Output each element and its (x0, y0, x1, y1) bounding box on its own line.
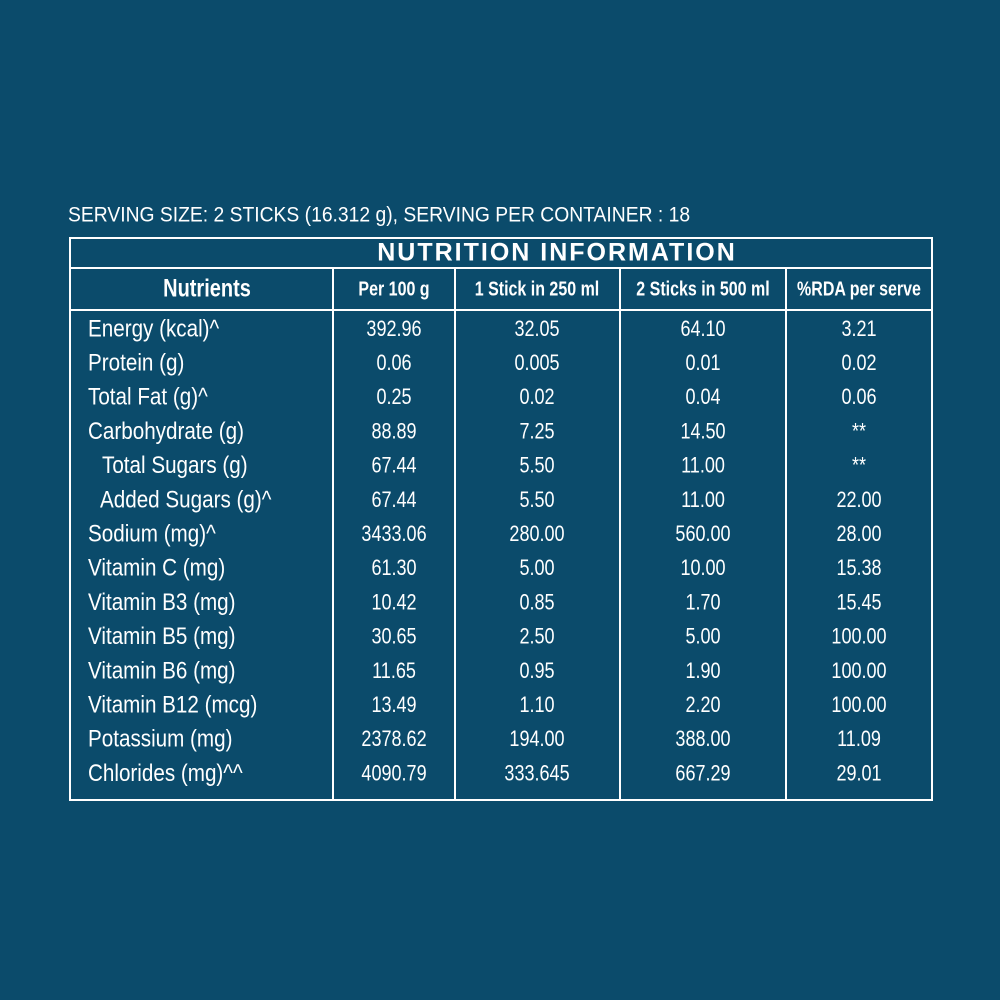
nutrient-value: 67.44 (371, 488, 416, 512)
nutrient-value: 30.65 (371, 625, 416, 649)
nutrient-value: 15.38 (836, 557, 881, 581)
nutrient-name: Added Sugars (g)^ (100, 486, 272, 513)
nutrient-value: 13.49 (371, 693, 416, 717)
nutrient-name: Vitamin B3 (mg) (88, 588, 236, 615)
table-border (69, 237, 933, 801)
nutrient-value: 0.95 (519, 659, 554, 683)
column-header: 2 Sticks in 500 ml (636, 278, 769, 300)
nutrient-value: 11.09 (837, 728, 881, 752)
nutrient-value: 3.21 (841, 317, 876, 341)
nutrient-name: Sodium (mg)^ (88, 520, 216, 547)
column-header: Per 100 g (358, 278, 429, 300)
nutrient-name: Protein (g) (88, 349, 184, 376)
nutrient-name: Energy (kcal)^ (88, 315, 220, 342)
nutrient-value: 388.00 (675, 728, 730, 752)
nutrient-value: 15.45 (836, 591, 881, 615)
nutrient-value: 0.02 (519, 386, 554, 410)
nutrient-value: 0.02 (841, 351, 876, 375)
nutrient-value: 28.00 (836, 522, 881, 546)
nutrient-value: 0.01 (685, 351, 720, 375)
nutrient-value: 11.00 (681, 454, 725, 478)
nutrient-value: ** (852, 454, 866, 478)
nutrient-value: 100.00 (831, 693, 886, 717)
nutrient-value: 0.005 (514, 351, 559, 375)
nutrient-value: 0.06 (376, 351, 411, 375)
nutrient-value: 2378.62 (361, 728, 426, 752)
nutrient-value: 22.00 (836, 488, 881, 512)
nutrient-value: 5.50 (519, 454, 554, 478)
nutrient-value: 88.89 (371, 420, 416, 444)
nutrient-value: 100.00 (831, 659, 886, 683)
nutrient-value: 560.00 (675, 522, 730, 546)
nutrient-name: Vitamin B5 (mg) (88, 623, 236, 650)
nutrient-value: 61.30 (371, 557, 416, 581)
nutrient-value: 1.90 (685, 659, 720, 683)
nutrient-value: 280.00 (509, 522, 564, 546)
nutrient-name: Vitamin B12 (mcg) (88, 691, 257, 718)
column-header: %RDA per serve (797, 278, 921, 300)
nutrient-value: 10.42 (371, 591, 416, 615)
nutrient-value: 7.25 (519, 420, 554, 444)
nutrient-value: 64.10 (680, 317, 725, 341)
nutrient-value: 0.04 (685, 386, 720, 410)
nutrient-value: 667.29 (675, 762, 730, 786)
nutrient-value: 2.50 (519, 625, 554, 649)
nutrient-value: 4090.79 (361, 762, 426, 786)
nutrient-name: Vitamin C (mg) (88, 554, 225, 581)
nutrient-value: 0.85 (519, 591, 554, 615)
nutrient-value: 5.00 (685, 625, 720, 649)
column-header: Nutrients (163, 275, 251, 303)
nutrient-value: 11.65 (372, 659, 416, 683)
nutrient-value: 1.70 (685, 591, 720, 615)
nutrient-value: 333.645 (504, 762, 569, 786)
nutrient-value: 5.50 (519, 488, 554, 512)
nutrient-name: Carbohydrate (g) (88, 417, 244, 444)
nutrient-value: 0.25 (376, 386, 411, 410)
nutrient-value: 11.00 (681, 488, 725, 512)
nutrient-value: 5.00 (519, 557, 554, 581)
nutrient-name: Vitamin B6 (mg) (88, 657, 236, 684)
nutrient-value: 14.50 (680, 420, 725, 444)
nutrient-value: 1.10 (519, 693, 554, 717)
nutrient-value: 100.00 (831, 625, 886, 649)
serving-size: SERVING SIZE: 2 STICKS (16.312 g), SERVI… (68, 204, 690, 227)
nutrient-value: 194.00 (509, 728, 564, 752)
nutrient-value: ** (852, 420, 866, 444)
table-title: NUTRITION INFORMATION (377, 239, 737, 267)
nutrient-value: 0.06 (841, 386, 876, 410)
nutrient-value: 67.44 (371, 454, 416, 478)
column-header: 1 Stick in 250 ml (475, 278, 600, 300)
nutrient-name: Total Fat (g)^ (88, 383, 208, 410)
nutrient-name: Total Sugars (g) (102, 452, 248, 479)
nutrient-name: Chlorides (mg)^^ (88, 759, 243, 786)
nutrient-value: 29.01 (836, 762, 881, 786)
nutrient-value: 32.05 (514, 317, 559, 341)
nutrient-value: 392.96 (366, 317, 421, 341)
nutrient-name: Potassium (mg) (88, 725, 232, 752)
nutrient-value: 10.00 (680, 557, 725, 581)
nutrient-value: 2.20 (685, 693, 720, 717)
nutrient-value: 3433.06 (361, 522, 426, 546)
